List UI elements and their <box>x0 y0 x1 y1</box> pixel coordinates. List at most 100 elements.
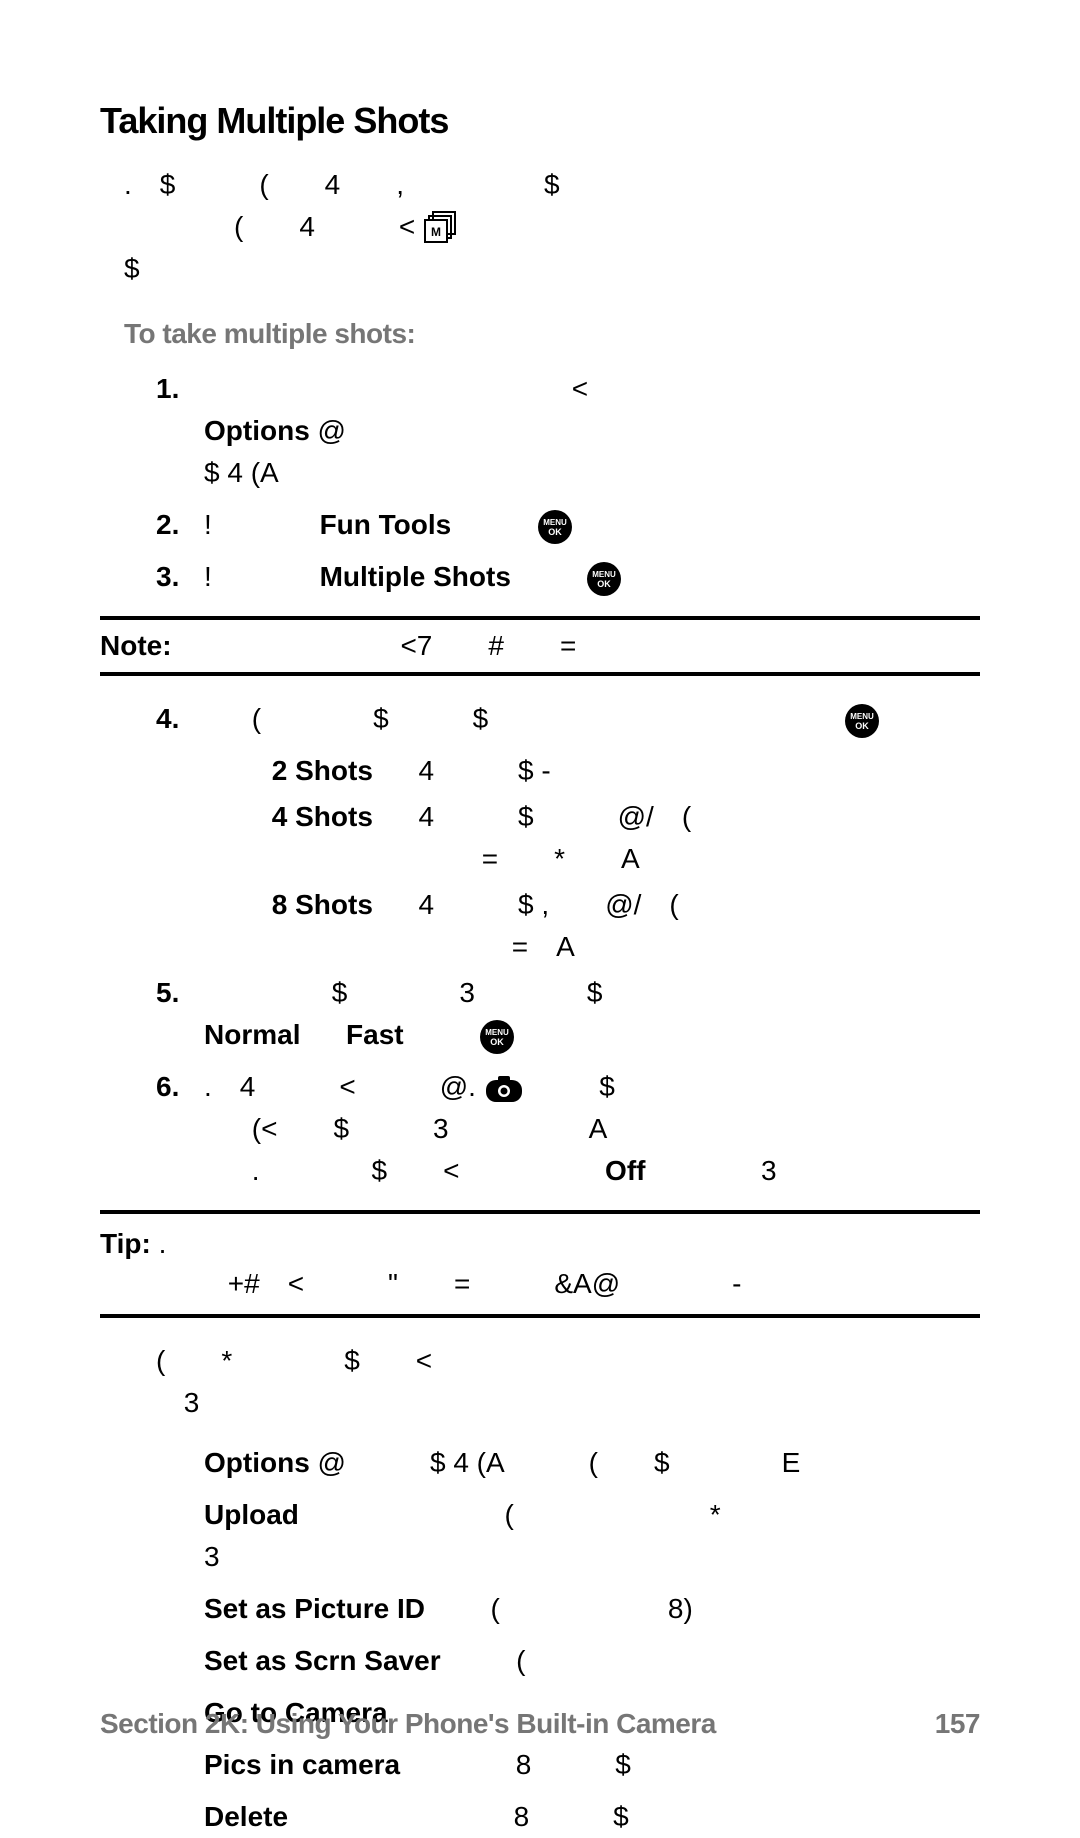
step-body: < Options @ $ 4 (A <box>204 368 980 494</box>
note-block: Note: <7 # = <box>100 616 980 676</box>
text-frag: . $ < <box>252 1155 460 1186</box>
text-frag: @ <box>318 415 346 446</box>
step-number: 4. <box>156 698 204 740</box>
text-frag: . 4 < @. <box>204 1071 476 1102</box>
step4-option-4shots: 4 Shots 4 $ @/ ( = * A <box>100 796 980 880</box>
option-pics-in-camera: Pics in camera 8 $ <box>100 1744 980 1786</box>
speed-fast: Fast <box>346 1019 404 1050</box>
text-frag: $ 4 (A <box>204 457 279 488</box>
section-heading: Taking Multiple Shots <box>100 100 980 142</box>
menu-ok-icon: MENUOK <box>586 561 622 597</box>
step-body: ! Multiple Shots MENUOK <box>204 556 980 598</box>
svg-text:MENU: MENU <box>485 1028 509 1037</box>
text-frag: 4 $ @/ ( <box>418 801 691 832</box>
footer-section: Section 2K: Using Your Phone's Built-in … <box>100 1708 716 1740</box>
svg-text:MENU: MENU <box>850 712 874 721</box>
text-frag: @ $ 4 (A ( $ E <box>318 1447 801 1478</box>
step-body: . 4 < @. $ (< $ 3 A . $ < Off 3 <box>204 1066 980 1192</box>
options-intro: Options @ $ 4 (A ( $ E <box>100 1442 980 1484</box>
step-1: 1. < Options @ $ 4 (A <box>100 368 980 494</box>
step4-option-2shots: 2 Shots 4 $ - <box>100 750 980 792</box>
step-number: 2. <box>156 504 204 546</box>
text-frag: = * A <box>482 843 640 874</box>
text-frag: ( * <box>504 1499 720 1530</box>
note-text: <7 # = <box>400 630 576 661</box>
step-4: 4. ( $ $ MENUOK <box>100 698 980 740</box>
svg-text:M: M <box>431 225 441 239</box>
text-frag: 3 <box>204 1541 220 1572</box>
option-upload: Upload ( * 3 <box>100 1494 980 1578</box>
text-frag: 4 $ - <box>418 755 550 786</box>
svg-text:OK: OK <box>598 579 612 589</box>
menu-ok-icon: MENUOK <box>537 509 573 545</box>
option-label: Upload <box>204 1499 299 1530</box>
svg-text:OK: OK <box>490 1037 504 1047</box>
after-paragraph: ( * $ < 3 <box>100 1340 980 1424</box>
step-body: ! Fun Tools MENUOK <box>204 504 980 546</box>
option-label: Delete <box>204 1801 288 1832</box>
step-number: 6. <box>156 1066 204 1192</box>
option-off: Off <box>605 1155 645 1186</box>
text-frag: $ <box>599 1071 615 1102</box>
step-3: 3. ! Multiple Shots MENUOK <box>100 556 980 598</box>
text-frag: 8 $ <box>514 1801 629 1832</box>
text-frag: < <box>572 373 588 404</box>
intro-paragraph: . $ ( 4 , $ ( 4 < M $ <box>100 164 980 290</box>
intro-line-2: ( 4 < <box>124 206 415 248</box>
step-number: 5. <box>156 972 204 1056</box>
text-frag: 4 $ , @/ ( <box>418 889 678 920</box>
note-label: Note: <box>100 630 172 661</box>
text-frag: = A <box>512 931 575 962</box>
menu-multiple-shots: Multiple Shots <box>320 561 511 592</box>
step-5: 5. $ 3 $ Normal Fast MENUOK <box>100 972 980 1056</box>
step-number: 1. <box>156 368 204 494</box>
text-frag: $ 3 $ <box>332 977 603 1008</box>
tip-label: Tip: <box>100 1228 151 1259</box>
softkey-options: Options <box>204 415 310 446</box>
text-frag: (< $ 3 A <box>252 1113 608 1144</box>
page-footer: Section 2K: Using Your Phone's Built-in … <box>100 1708 980 1740</box>
svg-text:MENU: MENU <box>593 570 617 579</box>
step4-option-8shots: 8 Shots 4 $ , @/ ( = A <box>100 884 980 968</box>
intro-line-3: $ <box>124 253 140 284</box>
text-frag: 3 <box>184 1387 200 1418</box>
option-scrn-saver: Set as Scrn Saver ( <box>100 1640 980 1682</box>
text-frag: ( <box>516 1645 525 1676</box>
option-picture-id: Set as Picture ID ( 8) <box>100 1588 980 1630</box>
text-frag: 3 <box>761 1155 777 1186</box>
text-frag: ! <box>204 556 244 598</box>
manual-page: Taking Multiple Shots . $ ( 4 , $ ( 4 < … <box>0 0 1080 1800</box>
speed-normal: Normal <box>204 1019 300 1050</box>
step-number: 3. <box>156 556 204 598</box>
menu-ok-icon: MENUOK <box>844 703 880 739</box>
svg-text:MENU: MENU <box>543 518 567 527</box>
option-label: 4 Shots <box>272 801 373 832</box>
option-label: 2 Shots <box>272 755 373 786</box>
option-delete: Delete 8 $ <box>100 1796 980 1838</box>
procedure-subhead: To take multiple shots: <box>100 318 980 350</box>
camera-icon <box>484 1074 524 1104</box>
text-frag: ( 8) <box>491 1593 693 1624</box>
text-frag: ( * $ < <box>156 1345 432 1376</box>
option-label: Pics in camera <box>204 1749 400 1780</box>
text-frag: 8 $ <box>516 1749 631 1780</box>
menu-ok-icon: MENUOK <box>479 1019 515 1055</box>
text-frag: ! <box>204 504 244 546</box>
multishot-icon: M <box>423 210 461 248</box>
step-body: $ 3 $ Normal Fast MENUOK <box>204 972 980 1056</box>
menu-fun-tools: Fun Tools <box>320 509 452 540</box>
tip-block: Tip: . +# < " = &A@ - <box>100 1210 980 1318</box>
step-2: 2. ! Fun Tools MENUOK <box>100 504 980 546</box>
tip-text: +# < " = &A@ - <box>228 1268 742 1299</box>
footer-page-number: 157 <box>935 1708 980 1740</box>
text-frag: ( $ $ <box>252 703 488 734</box>
softkey-options: Options <box>204 1447 310 1478</box>
option-label: 8 Shots <box>272 889 373 920</box>
intro-line-1: . $ ( 4 , $ <box>124 169 560 200</box>
tip-text: . <box>159 1228 167 1259</box>
option-label: Set as Scrn Saver <box>204 1645 441 1676</box>
step-6: 6. . 4 < @. $ (< $ 3 A . $ < Off 3 <box>100 1066 980 1192</box>
option-label: Set as Picture ID <box>204 1593 425 1624</box>
svg-text:OK: OK <box>855 721 869 731</box>
step-body: ( $ $ MENUOK <box>204 698 980 740</box>
